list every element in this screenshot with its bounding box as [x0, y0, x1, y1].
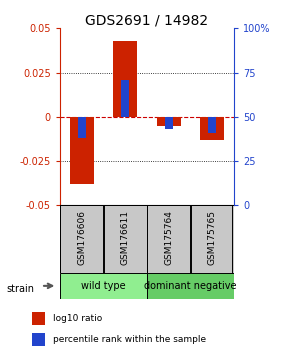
Text: GSM175765: GSM175765: [208, 210, 217, 265]
Bar: [147, 273, 234, 299]
Bar: [60, 273, 147, 299]
Text: percentile rank within the sample: percentile rank within the sample: [53, 335, 206, 344]
Bar: [191, 205, 234, 273]
Text: wild type: wild type: [81, 281, 126, 291]
Text: GSM176611: GSM176611: [121, 210, 130, 265]
Bar: [32, 312, 45, 325]
Text: GSM175764: GSM175764: [164, 210, 173, 265]
Bar: [70, 117, 94, 184]
Text: GSM176606: GSM176606: [77, 210, 86, 265]
Text: dominant negative: dominant negative: [144, 281, 237, 291]
Bar: [165, 117, 173, 129]
Bar: [157, 117, 181, 126]
Bar: [147, 205, 190, 273]
Bar: [121, 80, 129, 117]
Bar: [32, 333, 45, 346]
Bar: [200, 117, 224, 140]
Bar: [104, 205, 147, 273]
Text: strain: strain: [6, 284, 34, 293]
Bar: [60, 205, 103, 273]
Bar: [113, 41, 137, 117]
Title: GDS2691 / 14982: GDS2691 / 14982: [85, 13, 208, 27]
Bar: [208, 117, 216, 133]
Text: log10 ratio: log10 ratio: [53, 314, 102, 323]
Bar: [78, 117, 86, 138]
